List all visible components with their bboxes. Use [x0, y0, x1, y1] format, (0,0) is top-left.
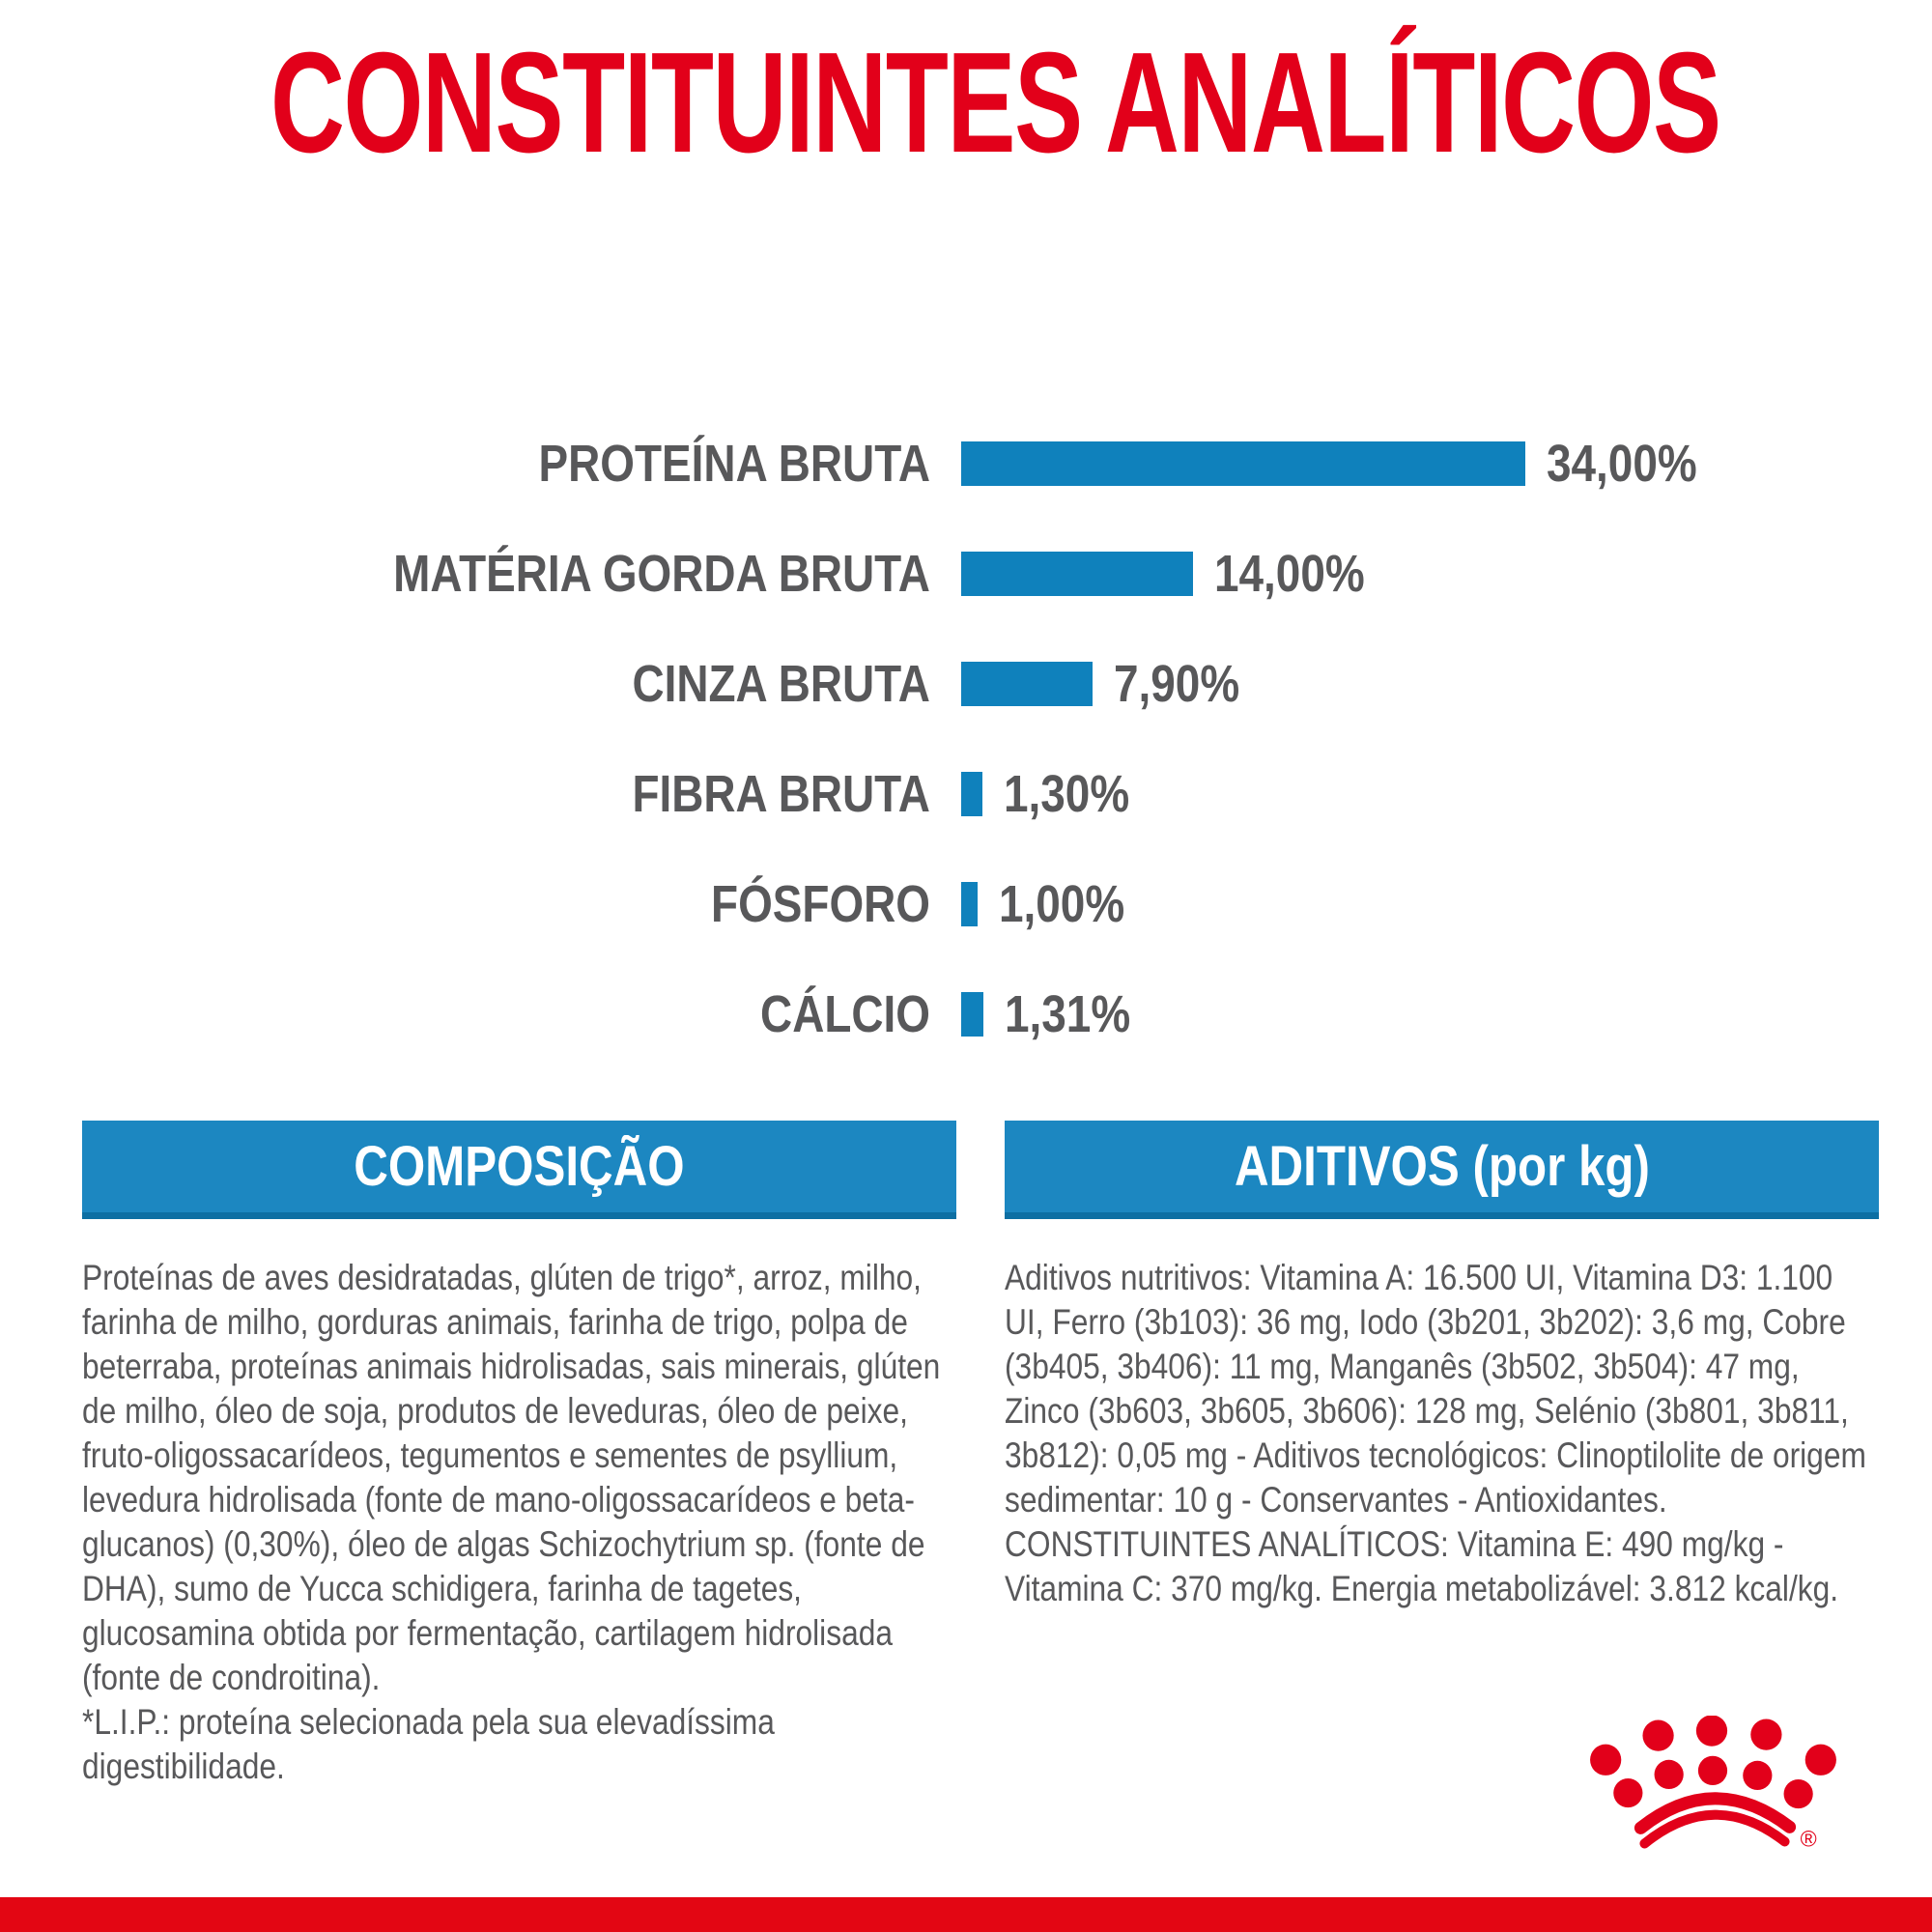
bar-category-label: FIBRA BRUTA [632, 765, 930, 823]
composicao-text-block: Proteínas de aves desidratadas, glúten d… [82, 1256, 956, 1789]
bar [961, 552, 1193, 596]
bar-category-label: MATÉRIA GORDA BRUTA [393, 545, 930, 603]
bar-value-label: 1,31% [1005, 985, 1131, 1043]
bar [961, 441, 1525, 486]
bar-category-label: PROTEÍNA BRUTA [538, 435, 930, 493]
aditivos-header-box: ADITIVOS (por kg) [1005, 1121, 1879, 1219]
composicao-body: Proteínas de aves desidratadas, glúten d… [82, 1258, 941, 1697]
bar [961, 662, 1093, 706]
bottom-red-bar [0, 1897, 1932, 1932]
crown-arcs [1634, 1792, 1797, 1849]
aditivos-header: ADITIVOS (por kg) [1234, 1135, 1650, 1198]
registered-trademark-icon: ® [1801, 1826, 1817, 1851]
composicao-header: COMPOSIÇÃO [354, 1135, 685, 1198]
chart-row: FÓSFORO 1,00% [0, 849, 1932, 959]
chart-row: MATÉRIA GORDA BRUTA 14,00% [0, 519, 1932, 629]
bar [961, 992, 983, 1037]
bar-category-label: FÓSFORO [711, 875, 930, 933]
chart-row: PROTEÍNA BRUTA 34,00% [0, 409, 1932, 519]
chart-row: CÁLCIO 1,31% [0, 959, 1932, 1069]
crown-dots [1590, 1716, 1836, 1809]
bar-category-label: CÁLCIO [760, 985, 930, 1043]
aditivos-text-block: Aditivos nutritivos: Vitamina A: 16.500 … [1005, 1256, 1879, 1611]
bar-value-label: 34,00% [1547, 435, 1697, 493]
royal-canin-crown-logo: ® [1590, 1716, 1836, 1851]
chart-row: FIBRA BRUTA 1,30% [0, 739, 1932, 849]
bar-value-label: 7,90% [1114, 655, 1240, 713]
composicao-header-box: COMPOSIÇÃO [82, 1121, 956, 1219]
bar-category-label: CINZA BRUTA [632, 655, 930, 713]
chart-row: CINZA BRUTA 7,90% [0, 629, 1932, 739]
bar [961, 772, 982, 816]
bar-value-label: 1,30% [1004, 765, 1130, 823]
page-title: CONSTITUINTES ANALÍTICOS [270, 23, 1721, 183]
bar-value-label: 14,00% [1214, 545, 1365, 603]
bar [961, 882, 978, 926]
composicao-footnote: *L.I.P.: proteína selecionada pela sua e… [82, 1702, 775, 1786]
aditivos-body: Aditivos nutritivos: Vitamina A: 16.500 … [1005, 1258, 1866, 1608]
analytical-constituents-bar-chart: PROTEÍNA BRUTA 34,00% MATÉRIA GORDA BRUTA 1… [0, 409, 1932, 1069]
bar-value-label: 1,00% [999, 875, 1125, 933]
